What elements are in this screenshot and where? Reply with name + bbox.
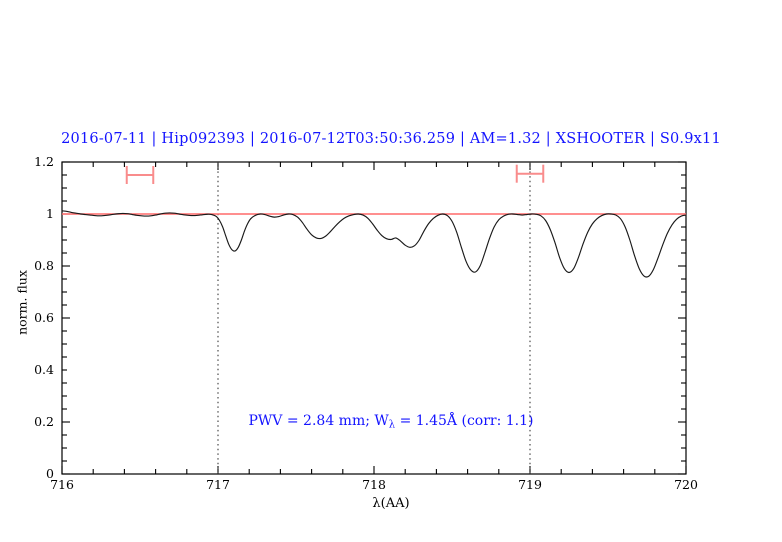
y-tick-label: 1 (46, 206, 54, 221)
spectrum-trace (61, 210, 687, 278)
y-tick-label: 0 (46, 466, 54, 481)
plot-frame (61, 161, 687, 475)
y-tick-label: 0.2 (34, 414, 54, 429)
pwv-annotation: PWV = 2.84 mm; Wλ = 1.45Å (corr: 1.1) (0, 413, 782, 431)
y-tick-label: 0.4 (34, 362, 54, 377)
error-bar-markers (125, 164, 545, 184)
annotation-prefix: PWV = 2.84 mm; W (248, 413, 389, 429)
y-tick-label: 1.2 (34, 154, 54, 169)
annotation-subscript: λ (388, 419, 396, 431)
plot-title: 2016-07-11 | Hip092393 | 2016-07-12T03:5… (61, 131, 721, 147)
annotation-suffix: = 1.45Å (corr: 1.1) (395, 413, 534, 429)
x-tick-label: 716 (50, 477, 74, 492)
x-axis-label: λ(AA) (372, 496, 410, 511)
axis-ticks (61, 161, 687, 475)
y-tick-label: 0.8 (34, 258, 54, 273)
x-tick-label: 720 (674, 477, 698, 492)
x-tick-label: 717 (206, 477, 230, 492)
x-tick-label: 719 (518, 477, 542, 492)
x-tick-label: 718 (362, 477, 386, 492)
guide-lines (217, 162, 531, 474)
y-tick-label: 0.6 (34, 310, 54, 325)
